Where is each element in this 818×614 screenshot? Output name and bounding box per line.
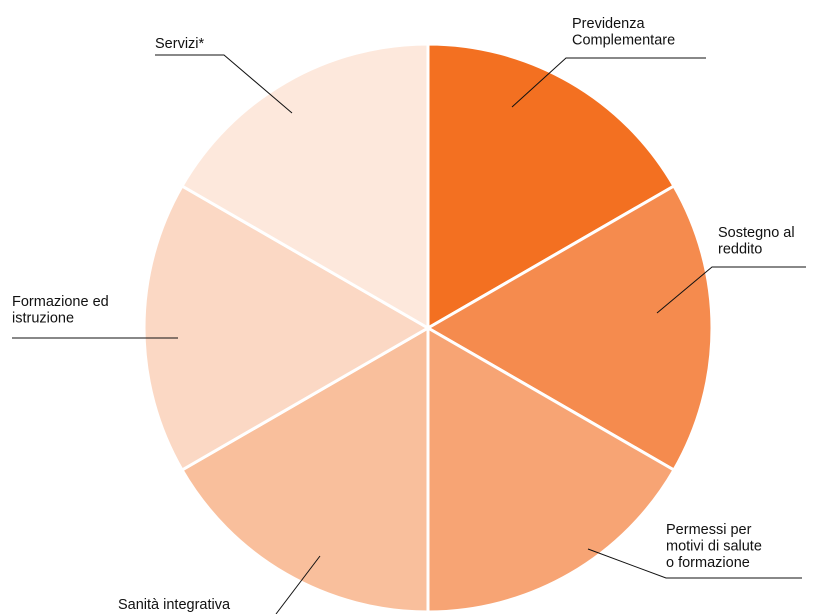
slice-label-line: Formazione ed (12, 294, 109, 310)
slice-labels: Previdenza Complementare Sostegno al reddit… (12, 16, 795, 613)
leader-line (587, 548, 802, 579)
slice-label-line: Sostegno al (718, 225, 795, 241)
slice-label-line: Servizi* (155, 36, 205, 52)
slice-label-line: Permessi per (666, 522, 752, 538)
slice-label-line: motivi di salute (666, 539, 762, 555)
pie-slice (426, 325, 676, 614)
slice-label-line: Complementare (572, 33, 675, 49)
leader-line (656, 266, 806, 314)
slice-label: Servizi* (155, 36, 205, 52)
pie-slice (425, 183, 714, 473)
slice-label-line: reddito (718, 242, 762, 258)
leader-line (511, 57, 706, 108)
pie-slice (142, 183, 431, 473)
slice-label-line: istruzione (12, 311, 74, 327)
leader-line (275, 555, 321, 614)
slice-label: Sanità integrativa (118, 597, 231, 613)
pie-slice (180, 325, 430, 614)
slice-label: Sostegno al reddito (718, 225, 795, 258)
slice-label-line: Previdenza (572, 16, 645, 32)
slice-label: Permessi per motivi di salute o formazione (666, 522, 762, 571)
slice-label-line: o formazione (666, 555, 750, 571)
pie-slices (142, 42, 714, 614)
slice-label: Previdenza Complementare (572, 16, 675, 49)
slice-label: Formazione ed istruzione (12, 294, 109, 327)
leader-line (155, 54, 293, 114)
leader-lines (12, 54, 806, 614)
pie-slice (426, 42, 676, 331)
pie-slice (180, 42, 430, 331)
slice-label-line: Sanità integrativa (118, 597, 231, 613)
